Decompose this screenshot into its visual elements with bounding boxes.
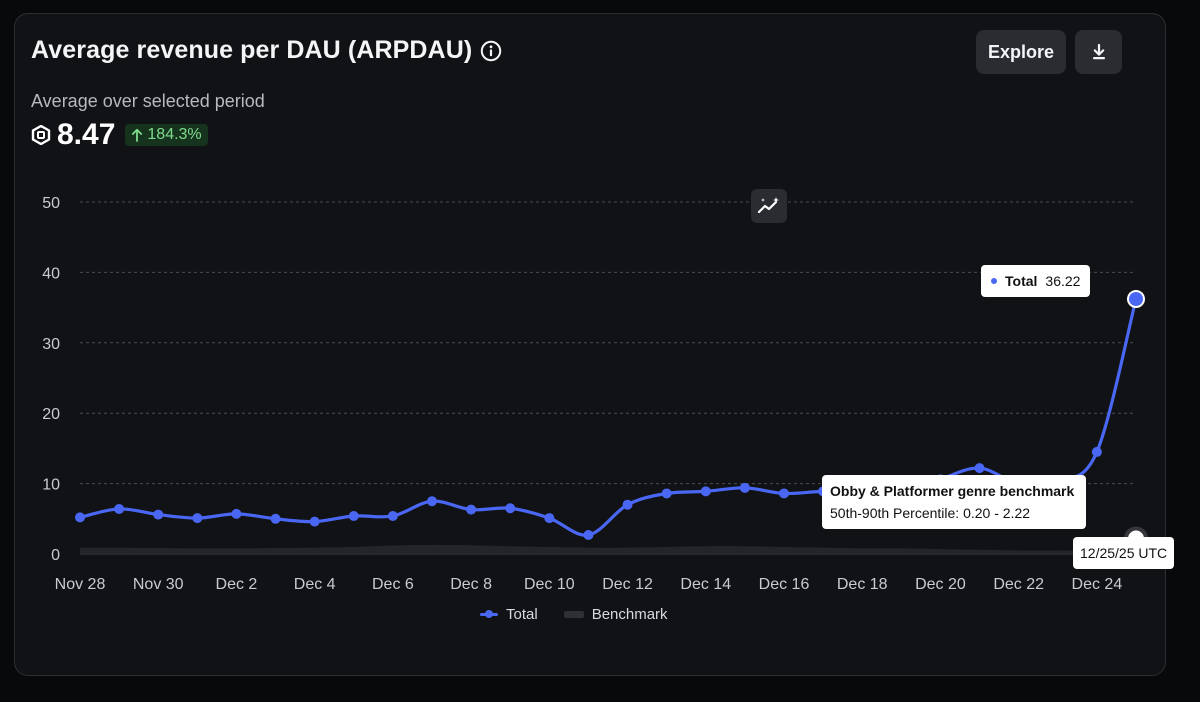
total-point[interactable] xyxy=(192,513,203,524)
total-series-dot xyxy=(991,278,997,284)
y-tick-label: 40 xyxy=(42,265,60,282)
x-tick-label: Nov 30 xyxy=(133,576,184,593)
x-tick-label: Dec 8 xyxy=(450,576,492,593)
total-point[interactable] xyxy=(739,482,750,493)
x-tick-label: Dec 12 xyxy=(602,576,653,593)
x-tick-label: Dec 22 xyxy=(993,576,1044,593)
total-value-tooltip: Total 36.22 xyxy=(981,265,1091,297)
explore-button[interactable]: Explore xyxy=(976,30,1066,74)
benchmark-area xyxy=(80,538,1136,554)
total-point[interactable] xyxy=(114,503,125,514)
total-point[interactable] xyxy=(622,499,633,510)
tooltip-series-name: Total xyxy=(1005,273,1038,289)
total-point[interactable] xyxy=(779,488,789,499)
total-point[interactable] xyxy=(1091,446,1102,457)
legend-benchmark-swatch xyxy=(563,611,584,618)
total-point[interactable] xyxy=(231,508,242,519)
period-subtitle: Average over selected period xyxy=(31,91,265,111)
tooltip-series-value: 36.22 xyxy=(1045,273,1081,289)
x-axis-ticks: Nov 28 Nov 30 Dec 2 Dec 4 Dec 6 Dec 8 Dec 10 De… xyxy=(55,576,1123,593)
x-tick-label: Dec 10 xyxy=(524,576,575,593)
arpdau-card xyxy=(14,13,1166,676)
x-tick-label: Dec 16 xyxy=(759,576,810,593)
sparkle-trend-icon xyxy=(757,196,781,216)
total-point[interactable] xyxy=(505,503,516,514)
total-point[interactable] xyxy=(270,513,281,524)
y-tick-label: 0 xyxy=(51,547,60,564)
trend-insights-button[interactable] xyxy=(751,189,787,223)
total-point[interactable] xyxy=(309,516,320,527)
benchmark-area-layer xyxy=(80,538,1136,554)
total-point[interactable] xyxy=(974,463,985,474)
total-point[interactable] xyxy=(75,512,85,523)
robux-icon xyxy=(31,125,51,145)
card-header: Average revenue per DAU (ARPDAU) xyxy=(31,36,502,65)
download-button[interactable] xyxy=(1075,30,1122,74)
legend-item-total[interactable]: Total xyxy=(480,606,538,623)
x-tick-label: Nov 28 xyxy=(55,576,106,593)
arrow-up-icon xyxy=(131,128,143,142)
metric-row: 8.47 184.3% xyxy=(31,118,208,152)
total-point[interactable] xyxy=(348,510,359,521)
x-tick-label: Dec 18 xyxy=(837,576,888,593)
x-tick-label: Dec 20 xyxy=(915,576,966,593)
date-tooltip: 12/25/25 UTC xyxy=(1073,537,1175,569)
y-tick-label: 10 xyxy=(42,477,60,494)
x-tick-label: Dec 24 xyxy=(1072,576,1123,593)
y-tick-label: 50 xyxy=(42,195,60,212)
legend-total-label: Total xyxy=(506,606,538,623)
y-tick-label: 20 xyxy=(42,406,60,423)
benchmark-tooltip-range: 50th-90th Percentile: 0.20 - 2.22 xyxy=(830,505,1031,521)
info-icon[interactable] xyxy=(480,40,502,62)
hover-point-total[interactable] xyxy=(1129,292,1143,307)
x-tick-label: Dec 4 xyxy=(294,576,336,593)
metric-value: 8.47 xyxy=(57,118,116,151)
x-tick-label: Dec 6 xyxy=(372,576,414,593)
change-badge: 184.3% xyxy=(125,124,208,146)
legend-total-swatch xyxy=(480,610,498,618)
card-title: Average revenue per DAU (ARPDAU) xyxy=(31,36,473,64)
download-icon xyxy=(1090,43,1108,61)
total-point[interactable] xyxy=(544,513,555,524)
benchmark-tooltip: Obby & Platformer genre benchmark 50th-9… xyxy=(822,475,1086,529)
total-point[interactable] xyxy=(583,529,594,540)
chart-legend: Total Benchmark xyxy=(480,606,668,623)
total-point[interactable] xyxy=(466,504,477,515)
total-point[interactable] xyxy=(153,509,164,520)
total-point[interactable] xyxy=(661,488,672,499)
total-point[interactable] xyxy=(700,486,711,497)
y-tick-label: 30 xyxy=(42,336,60,353)
legend-item-benchmark[interactable]: Benchmark xyxy=(563,606,668,623)
x-tick-label: Dec 2 xyxy=(216,576,258,593)
total-point[interactable] xyxy=(427,496,437,507)
change-value: 184.3% xyxy=(147,126,202,143)
total-point[interactable] xyxy=(387,510,398,521)
x-tick-label: Dec 14 xyxy=(680,576,731,593)
legend-benchmark-label: Benchmark xyxy=(591,606,668,623)
benchmark-tooltip-title: Obby & Platformer genre benchmark xyxy=(830,483,1075,499)
y-axis-ticks: 0 10 20 30 40 50 xyxy=(42,195,60,564)
